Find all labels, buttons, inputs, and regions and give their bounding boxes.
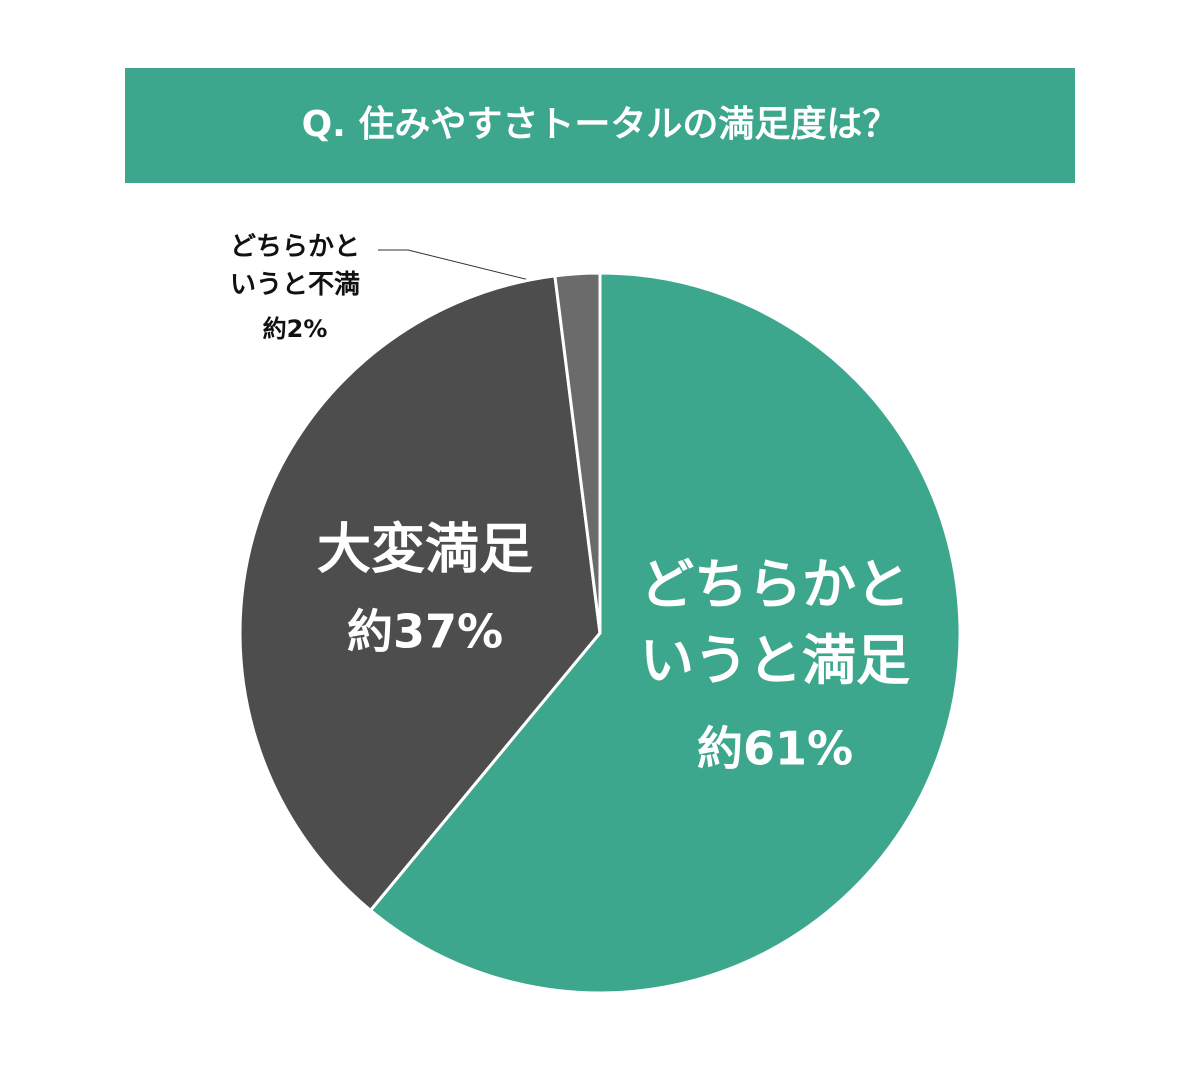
pie-slice <box>368 271 962 995</box>
slice-label: どちらかというと不満 <box>230 232 360 300</box>
title-bar <box>125 68 1075 183</box>
value-label: 約61% <box>697 722 853 776</box>
pie-slice <box>553 271 602 634</box>
slice-label: どちらかというと満足 <box>640 553 910 692</box>
value-label: 約37% <box>347 605 503 659</box>
leader-line <box>378 249 579 293</box>
value-label: 約2% <box>263 315 328 343</box>
chart-title: Q. 住みやすさトータルの満足度は？ <box>302 104 899 145</box>
slice-label: 大変満足 <box>317 518 533 581</box>
pie-slice <box>238 274 602 913</box>
